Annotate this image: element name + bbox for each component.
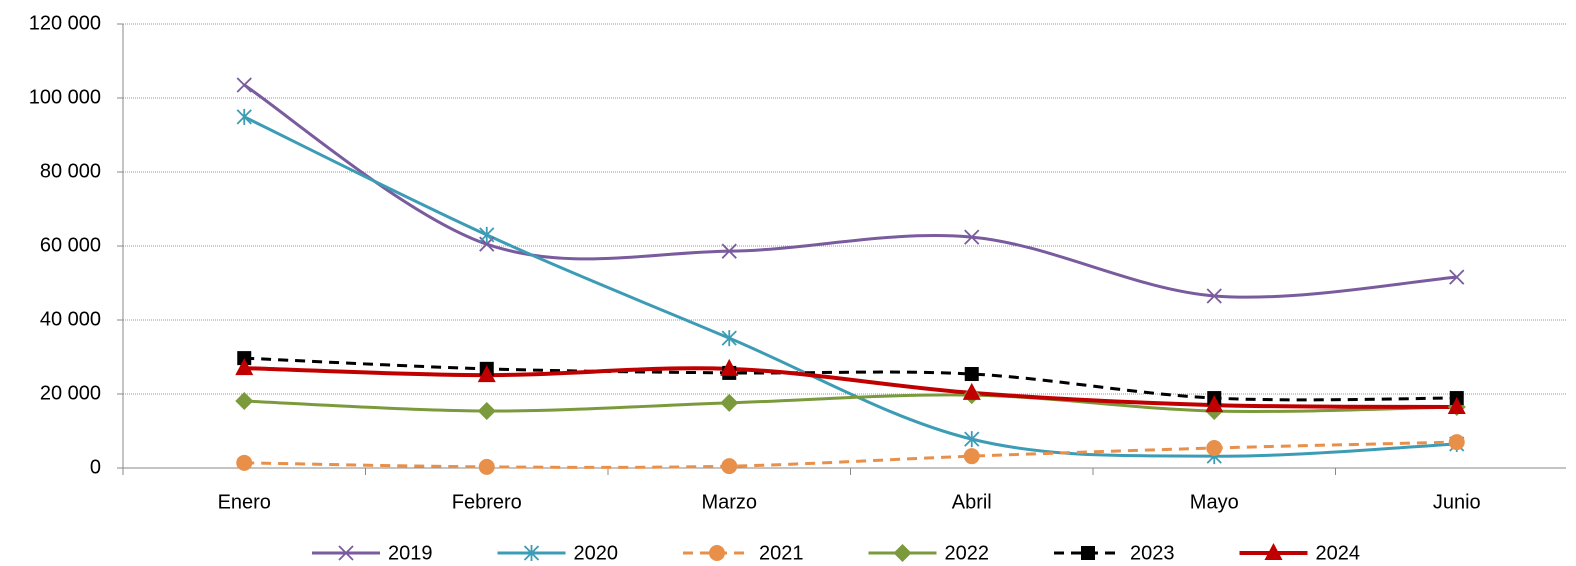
marker	[964, 431, 980, 448]
marker	[709, 545, 725, 561]
x-tick-label: Abril	[952, 491, 992, 513]
marker	[1449, 269, 1465, 285]
legend-label: 2022	[945, 542, 990, 564]
marker	[721, 243, 737, 259]
y-tick-label: 60 000	[40, 234, 101, 256]
marker	[964, 367, 979, 382]
legend-label: 2024	[1316, 542, 1361, 564]
marker	[893, 544, 912, 562]
marker	[236, 108, 252, 125]
series-line	[243, 83, 1457, 299]
y-tick-label: 20 000	[40, 382, 101, 404]
marker	[1206, 288, 1222, 304]
y-tick-label: 0	[90, 456, 101, 478]
marker	[721, 458, 738, 475]
legend-label: 2020	[574, 542, 619, 564]
x-tick-label: Enero	[218, 491, 271, 513]
marker	[1206, 440, 1223, 457]
legend-item: 2019	[312, 542, 433, 564]
x-tick-label: Febrero	[452, 491, 522, 513]
marker	[962, 382, 981, 400]
marker	[236, 77, 252, 93]
legend-label: 2023	[1130, 542, 1175, 564]
x-tick-label: Junio	[1433, 491, 1481, 513]
marker	[236, 454, 253, 471]
series-line	[244, 440, 1457, 469]
y-tick-label: 40 000	[40, 308, 101, 330]
series-line	[244, 393, 1457, 413]
marker	[720, 358, 739, 376]
legend-item: 2021	[683, 542, 804, 564]
legend-label: 2019	[388, 542, 433, 564]
marker	[1447, 396, 1466, 414]
legend-item: 2023	[1054, 542, 1175, 564]
marker	[478, 458, 495, 475]
marker	[477, 365, 496, 383]
series-line	[244, 356, 1457, 402]
y-tick-label: 120 000	[29, 12, 101, 34]
y-tick-label: 100 000	[29, 86, 101, 108]
marker	[235, 358, 254, 376]
marker	[963, 448, 980, 465]
legend-item: 2020	[497, 542, 619, 564]
y-tick-label: 80 000	[40, 160, 101, 182]
x-tick-label: Mayo	[1190, 491, 1239, 513]
marker	[479, 226, 495, 243]
marker	[477, 402, 496, 421]
marker	[720, 393, 739, 412]
series-line	[244, 366, 1457, 409]
marker	[964, 229, 980, 245]
marker	[1205, 395, 1224, 413]
marker	[1264, 543, 1283, 560]
legend-item: 2022	[868, 542, 990, 564]
marker	[1448, 434, 1465, 451]
legend-item: 2024	[1239, 542, 1361, 564]
marker	[338, 545, 354, 561]
marker	[721, 330, 737, 347]
x-tick-label: Marzo	[701, 491, 757, 513]
series-line	[243, 115, 1457, 458]
marker	[235, 392, 254, 411]
marker	[1081, 546, 1095, 560]
legend-label: 2021	[759, 542, 804, 564]
marker	[523, 545, 540, 561]
